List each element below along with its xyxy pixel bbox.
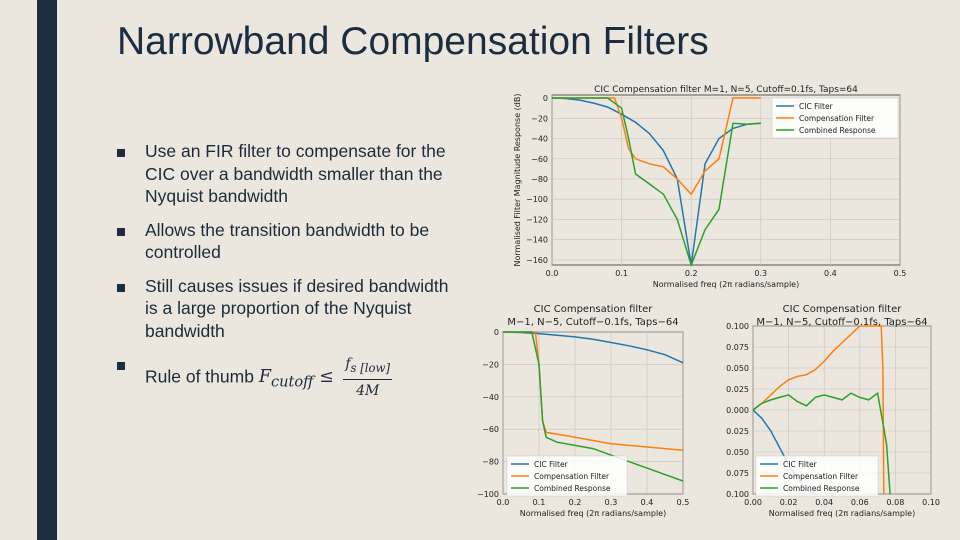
legend-label: CIC Filter — [799, 102, 834, 111]
x-tick-label: 0.3 — [754, 269, 767, 278]
chart-title: CIC Compensation filter — [783, 304, 903, 315]
bullet-marker — [117, 362, 125, 370]
legend-label: CIC Filter — [783, 460, 818, 469]
y-tick-label: 0.100 — [726, 490, 749, 499]
bullet-item: Use an FIR filter to compensate for the … — [117, 140, 457, 208]
series-line-1 — [551, 97, 761, 266]
x-tick-label: 0.1 — [533, 498, 546, 507]
y-tick-label: 0.075 — [726, 469, 749, 478]
rule-num-sub: s [low] — [350, 360, 391, 375]
x-tick-label: 0.3 — [605, 498, 618, 507]
y-tick-label: −160 — [526, 256, 548, 265]
bullet-text: Allows the transition bandwidth to be co… — [145, 219, 430, 263]
rule-denominator: 4M — [356, 383, 380, 400]
bullet-marker — [117, 149, 125, 157]
bullet-text: Use an FIR filter to compensate for the … — [145, 141, 446, 206]
rule-prefix: Rule of thumb — [145, 366, 254, 387]
x-tick-label: 0.0 — [546, 269, 559, 278]
y-tick-label: −80 — [482, 458, 499, 467]
series-line-2 — [552, 97, 761, 196]
y-tick-label: 0.000 — [726, 406, 749, 415]
y-tick-label: 0 — [543, 94, 548, 103]
y-tick-label: −100 — [526, 195, 548, 204]
rule-num-symbol: f — [345, 356, 351, 372]
y-tick-label: 0.050 — [726, 364, 749, 373]
chart-passband-db: 0.0 0.1 0.2 0.3 0.4 0.5 0 −20 −40 −60 −80 −100 CIC C… — [477, 304, 690, 518]
x-tick-label: 0.5 — [677, 498, 690, 507]
rule-formula: Fcutoff ≤ fs [low] 4M — [258, 356, 393, 399]
rule-numerator: fs [low] — [343, 353, 393, 381]
y-tick-label: −20 — [482, 360, 499, 369]
bullet-marker — [117, 283, 125, 292]
chart-subtitle: M−1, N−5, Cutoff−0.1fs, Taps−64 — [756, 317, 927, 328]
bullet-text: Still causes issues if desired bandwidth… — [145, 275, 449, 341]
chart-title: CIC Compensation filter M=1, N=5, Cutoff… — [594, 85, 858, 95]
x-axis-label: Normalised freq (2π radians/sample) — [769, 509, 915, 518]
legend-label: Compensation Filter — [534, 472, 610, 481]
bullet-item: Allows the transition bandwidth to be co… — [117, 219, 457, 264]
y-tick-label: −60 — [531, 155, 548, 164]
x-tick-label: 0.2 — [685, 269, 698, 278]
series-line-2 — [503, 331, 684, 452]
x-tick-label: 0.04 — [815, 498, 833, 507]
y-tick-label: −100 — [477, 490, 499, 499]
legend-label: Combined Response — [534, 484, 611, 493]
y-tick-label: −80 — [531, 175, 548, 184]
bullet-item: Still causes issues if desired bandwidth… — [117, 275, 457, 343]
x-tick-label: 0.02 — [780, 498, 798, 507]
x-tick-label: 0.06 — [851, 498, 869, 507]
bullet-marker — [117, 227, 125, 236]
y-tick-label: 0.075 — [726, 343, 749, 352]
y-tick-label: −20 — [531, 114, 548, 123]
series-line-3 — [752, 391, 891, 495]
rule-lhs: F — [258, 367, 271, 388]
x-tick-label: 0.0 — [497, 498, 510, 507]
legend-label: Combined Response — [799, 126, 876, 135]
series-line-1 — [502, 331, 684, 364]
slide-title: Narrowband Compensation Filters — [117, 20, 709, 63]
legend-label: Compensation Filter — [783, 472, 859, 481]
x-tick-label: 0.00 — [744, 498, 762, 507]
y-tick-label: 0.025 — [726, 427, 749, 436]
chart-full-response: 0.0 0.1 0.2 0.3 0.4 0.5 0 −20 −40 −60 −80 −100 −120 −… — [513, 85, 907, 289]
x-axis-label: Normalised freq (2π radians/sample) — [653, 280, 799, 289]
y-tick-label: −40 — [482, 393, 499, 402]
x-tick-label: 0.4 — [641, 498, 654, 507]
series-line-2 — [752, 325, 885, 495]
legend-label: Compensation Filter — [799, 114, 875, 123]
bullet-list: Use an FIR filter to compensate for the … — [117, 140, 457, 414]
x-tick-label: 0.4 — [824, 269, 837, 278]
series-line-3 — [552, 97, 761, 268]
y-tick-label: −40 — [531, 135, 548, 144]
sidebar-bar — [37, 0, 57, 540]
x-tick-label: 0.1 — [615, 269, 628, 278]
rule-operator: ≤ — [319, 367, 334, 388]
x-tick-label: 0.2 — [569, 498, 582, 507]
x-axis-label: Normalised freq (2π radians/sample) — [520, 509, 666, 518]
chart-subtitle: M−1, N−5, Cutoff−0.1fs, Taps−64 — [507, 317, 678, 328]
y-tick-label: 0.050 — [726, 448, 749, 457]
y-tick-label: 0.100 — [726, 322, 749, 331]
x-tick-label: 0.5 — [894, 269, 907, 278]
legend-label: CIC Filter — [534, 460, 569, 469]
legend-label: Combined Response — [783, 484, 860, 493]
y-tick-label: −60 — [482, 425, 499, 434]
chart-passband-zoom: 0.00 0.02 0.04 0.06 0.08 0.10 0.100 0.075 0.050 0… — [726, 304, 940, 518]
x-tick-label: 0.10 — [922, 498, 940, 507]
x-tick-label: 0.08 — [886, 498, 904, 507]
bullet-item: Rule of thumb Fcutoff ≤ fs [low] 4M — [117, 353, 457, 403]
y-tick-label: 0 — [494, 328, 499, 337]
y-tick-label: −140 — [526, 236, 548, 245]
y-tick-label: 0.025 — [726, 385, 749, 394]
y-tick-label: −120 — [526, 215, 548, 224]
series-line-3 — [503, 331, 684, 482]
chart-title: CIC Compensation filter — [534, 304, 654, 315]
rule-fraction: fs [low] 4M — [343, 353, 393, 403]
rule-lhs-sub: cutoff — [270, 373, 314, 391]
y-axis-label: Normalised Filter Magnitude Response (dB… — [513, 94, 522, 267]
